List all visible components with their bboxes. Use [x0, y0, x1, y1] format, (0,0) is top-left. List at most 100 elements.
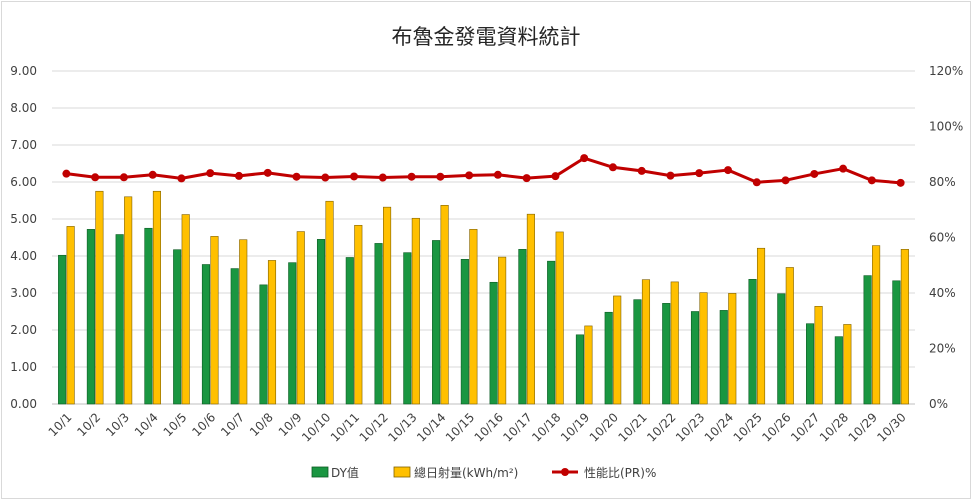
irradiance-bar [699, 292, 708, 405]
irradiance-bar [66, 226, 75, 405]
irradiance-bar [469, 229, 478, 405]
irradiance-bar [728, 293, 737, 405]
dy-bar [115, 234, 124, 405]
irradiance-bar [526, 213, 535, 405]
right-tick-label: 20% [929, 342, 956, 356]
gridlines [52, 70, 915, 405]
x-tick-label: 10/10 [299, 410, 333, 444]
dy-bar [403, 252, 412, 405]
right-tick-label: 60% [929, 231, 956, 245]
x-tick-label: 10/12 [357, 410, 391, 444]
irradiance-bar [613, 295, 622, 405]
x-axis-ticks: 10/1 10/2 10/3 10/4 10/5 10/6 10/7 10/8 10/910/1… [46, 410, 909, 444]
pr-point [292, 172, 301, 181]
dy-bar [432, 240, 441, 405]
irradiance-bar [641, 279, 651, 405]
dy-bar [460, 259, 469, 405]
dy-bar [748, 279, 757, 405]
irradiance-bar [354, 224, 363, 405]
left-tick-label: 7.00 [10, 138, 37, 152]
x-tick-label: 10/20 [587, 410, 621, 444]
chart-title: 布魯金發電資料統計 [392, 25, 581, 49]
x-tick-label: 10/17 [500, 410, 534, 444]
irradiance-bar [555, 231, 564, 405]
pr-point [436, 172, 445, 181]
legend-swatch-dy [311, 466, 329, 478]
irradiance-bar [498, 256, 507, 405]
dy-bar [489, 281, 498, 405]
x-tick-label: 10/7 [218, 410, 247, 439]
dy-bar [173, 249, 182, 405]
dy-bar [604, 311, 613, 405]
dy-bar [575, 334, 584, 405]
irradiance-bar [239, 239, 248, 405]
irradiance-bar [440, 205, 449, 405]
left-tick-label: 1.00 [10, 360, 37, 374]
pr-point [867, 176, 876, 185]
dy-bar [230, 268, 239, 405]
left-tick-label: 2.00 [10, 323, 37, 337]
pr-series-line [66, 156, 901, 185]
dy-bar [316, 239, 326, 405]
left-tick-label: 6.00 [10, 175, 37, 189]
dy-bar [690, 311, 700, 405]
irradiance-bar [411, 217, 420, 405]
pr-point [695, 169, 704, 178]
dy-bar [144, 227, 153, 405]
x-tick-label: 10/4 [132, 410, 161, 439]
left-tick-label: 3.00 [10, 286, 37, 300]
legend-swatch-pr-marker [561, 468, 569, 476]
x-tick-label: 10/27 [788, 410, 822, 444]
legend: DY值 總日射量(kWh/m²) 性能比(PR)% [311, 465, 656, 480]
pr-point [724, 166, 733, 175]
x-tick-label: 10/6 [189, 410, 218, 439]
pr-point [781, 176, 790, 185]
dy-bar [58, 254, 67, 405]
irradiance-bar [756, 247, 766, 405]
x-tick-label: 10/5 [161, 410, 190, 439]
irradiance-bar [95, 190, 104, 405]
irradiance-bar [296, 231, 305, 405]
pr-point [839, 164, 848, 173]
left-tick-label: 4.00 [10, 249, 37, 263]
dy-bar [892, 280, 901, 405]
x-tick-label: 10/16 [472, 410, 506, 444]
irradiance-bar [872, 245, 881, 405]
pr-point [551, 172, 560, 181]
legend-label-irradiance: 總日射量(kWh/m²) [414, 465, 518, 480]
x-tick-label: 10/24 [702, 410, 736, 444]
x-tick-label: 10/8 [247, 410, 276, 439]
dy-bar [806, 323, 815, 405]
left-tick-label: 9.00 [10, 64, 37, 78]
pr-point [206, 169, 215, 178]
dy-bar [259, 284, 268, 405]
pr-point [608, 163, 617, 172]
irradiance-bar [900, 249, 909, 405]
x-tick-label: 10/29 [846, 410, 880, 444]
x-tick-label: 10/25 [731, 410, 765, 444]
dy-bar [834, 336, 843, 405]
x-tick-label: 10/23 [673, 410, 707, 444]
irradiance-bar [785, 267, 794, 405]
pr-point [148, 170, 157, 179]
dy-bar [777, 293, 786, 405]
pr-point [350, 172, 359, 181]
x-tick-label: 10/30 [874, 410, 908, 444]
pr-point [522, 174, 531, 183]
left-tick-label: 0.00 [10, 397, 37, 411]
dy-bar [374, 243, 383, 405]
right-tick-label: 80% [929, 175, 956, 189]
left-tick-label: 8.00 [10, 101, 37, 115]
pr-point [119, 173, 128, 182]
irradiance-bar [584, 325, 593, 405]
left-axis-ticks: 0.00 1.00 2.00 3.00 4.00 5.00 6.00 7.00 8.00 9.00 [10, 64, 37, 411]
right-axis-ticks: 0% 20% 40% 60% 80% 100% 120% [929, 64, 963, 411]
pr-point [666, 171, 675, 180]
pr-point [637, 166, 646, 175]
right-tick-label: 120% [929, 64, 963, 78]
irradiance-bar [383, 206, 392, 405]
x-tick-label: 10/3 [103, 410, 132, 439]
pr-point [177, 174, 186, 183]
dy-bar [86, 229, 95, 405]
